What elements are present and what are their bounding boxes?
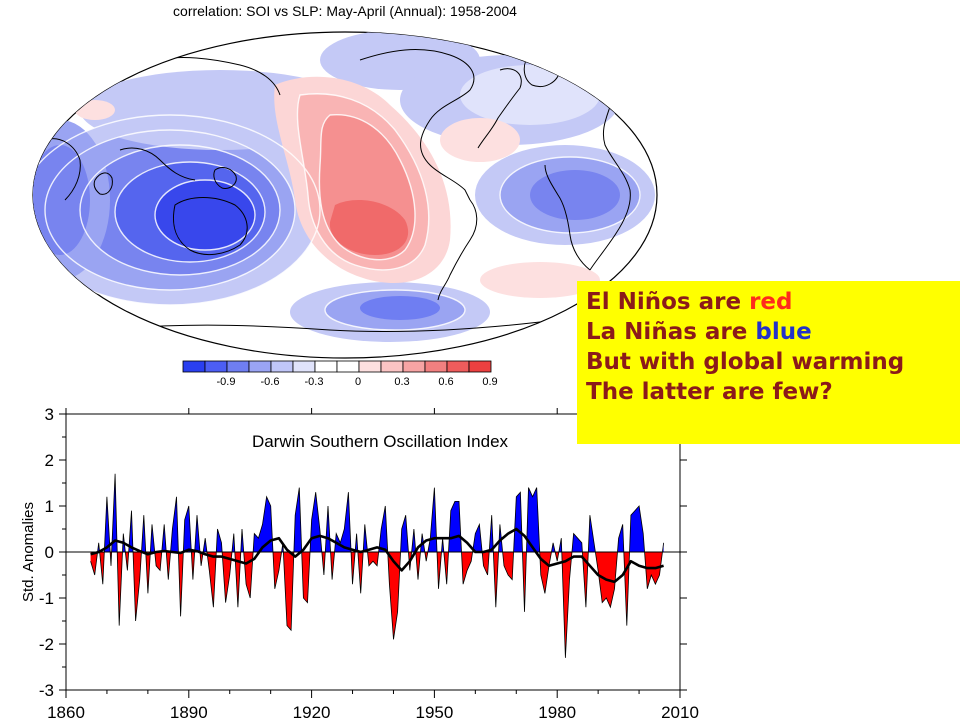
x-tick-label: 1950 <box>415 703 453 720</box>
y-axis-label: Std. Anomalies <box>20 502 37 602</box>
negative-area <box>90 552 664 658</box>
y-tick-label: 1 <box>45 497 54 516</box>
callout-red-word: red <box>749 289 793 315</box>
colorbar-swatch <box>270 360 294 373</box>
colorbar-swatch <box>336 360 360 373</box>
colorbar-label: 0 <box>355 376 361 388</box>
y-tick-label: 0 <box>45 543 54 562</box>
soi-chart: 3 2 1 0 -1 -2 -3 1860 1890 1920 1950 1980 2010 Darwi… <box>20 405 699 720</box>
chart-title: Darwin Southern Oscillation Index <box>252 432 509 451</box>
colorbar-label: 0.9 <box>482 376 497 388</box>
x-tick-label: 1980 <box>538 703 576 720</box>
callout-line-1: El Niños are red <box>586 287 960 317</box>
callout-blue-word: blue <box>755 319 812 345</box>
colorbar-label: -0.6 <box>261 376 280 388</box>
y-tick-label: 2 <box>45 451 54 470</box>
x-tick-label: 2010 <box>661 703 699 720</box>
correlation-field <box>33 32 655 342</box>
colorbar-label: 0.6 <box>438 376 453 388</box>
colorbar-swatch <box>468 360 492 373</box>
colorbar-swatch <box>358 360 382 373</box>
x-tick-label: 1860 <box>47 703 85 720</box>
y-tick-label: -2 <box>39 635 54 654</box>
colorbar-label: -0.3 <box>305 376 324 388</box>
colorbar-swatch <box>204 360 228 373</box>
colorbar-swatch <box>292 360 316 373</box>
soi-area-layer <box>66 473 680 658</box>
colorbar-swatch <box>182 360 206 373</box>
x-tick-label: 1920 <box>293 703 331 720</box>
colorbar-swatch <box>424 360 448 373</box>
colorbar-swatch <box>314 360 338 373</box>
colorbar-swatch <box>248 360 272 373</box>
x-tick-label: 1890 <box>170 703 208 720</box>
axes: 3 2 1 0 -1 -2 -3 1860 1890 1920 1950 1980 2010 <box>39 405 699 720</box>
colorbar-label: 0.3 <box>394 376 409 388</box>
correlation-map: -0.9 -0.6 -0.3 0 0.3 0.6 0.9 <box>32 31 658 388</box>
colorbar-label: -0.9 <box>217 376 236 388</box>
colorbar-swatch <box>380 360 404 373</box>
callout-line-2: La Niñas are blue <box>586 317 960 347</box>
colorbar-swatch <box>226 360 250 373</box>
callout-line-3: But with global warming <box>586 349 905 375</box>
map-title: correlation: SOI vs SLP: May-April (Annu… <box>173 3 517 19</box>
y-tick-label: -1 <box>39 589 54 608</box>
smoothed-series-line <box>90 527 664 584</box>
callout-line-2-text: La Niñas are <box>586 319 756 345</box>
y-tick-label: -3 <box>39 681 54 700</box>
colorbar-swatch <box>402 360 426 373</box>
colorbar-swatch <box>446 360 470 373</box>
callout-line-4: The latter are few? <box>586 379 833 405</box>
colorbar: -0.9 -0.6 -0.3 0 0.3 0.6 0.9 <box>182 360 498 388</box>
y-tick-label: 3 <box>45 405 54 424</box>
callout-box: El Niños are red La Niñas are blue But w… <box>577 281 960 444</box>
soi-series-line <box>90 473 664 658</box>
callout-line-1-text: El Niños are <box>586 289 750 315</box>
